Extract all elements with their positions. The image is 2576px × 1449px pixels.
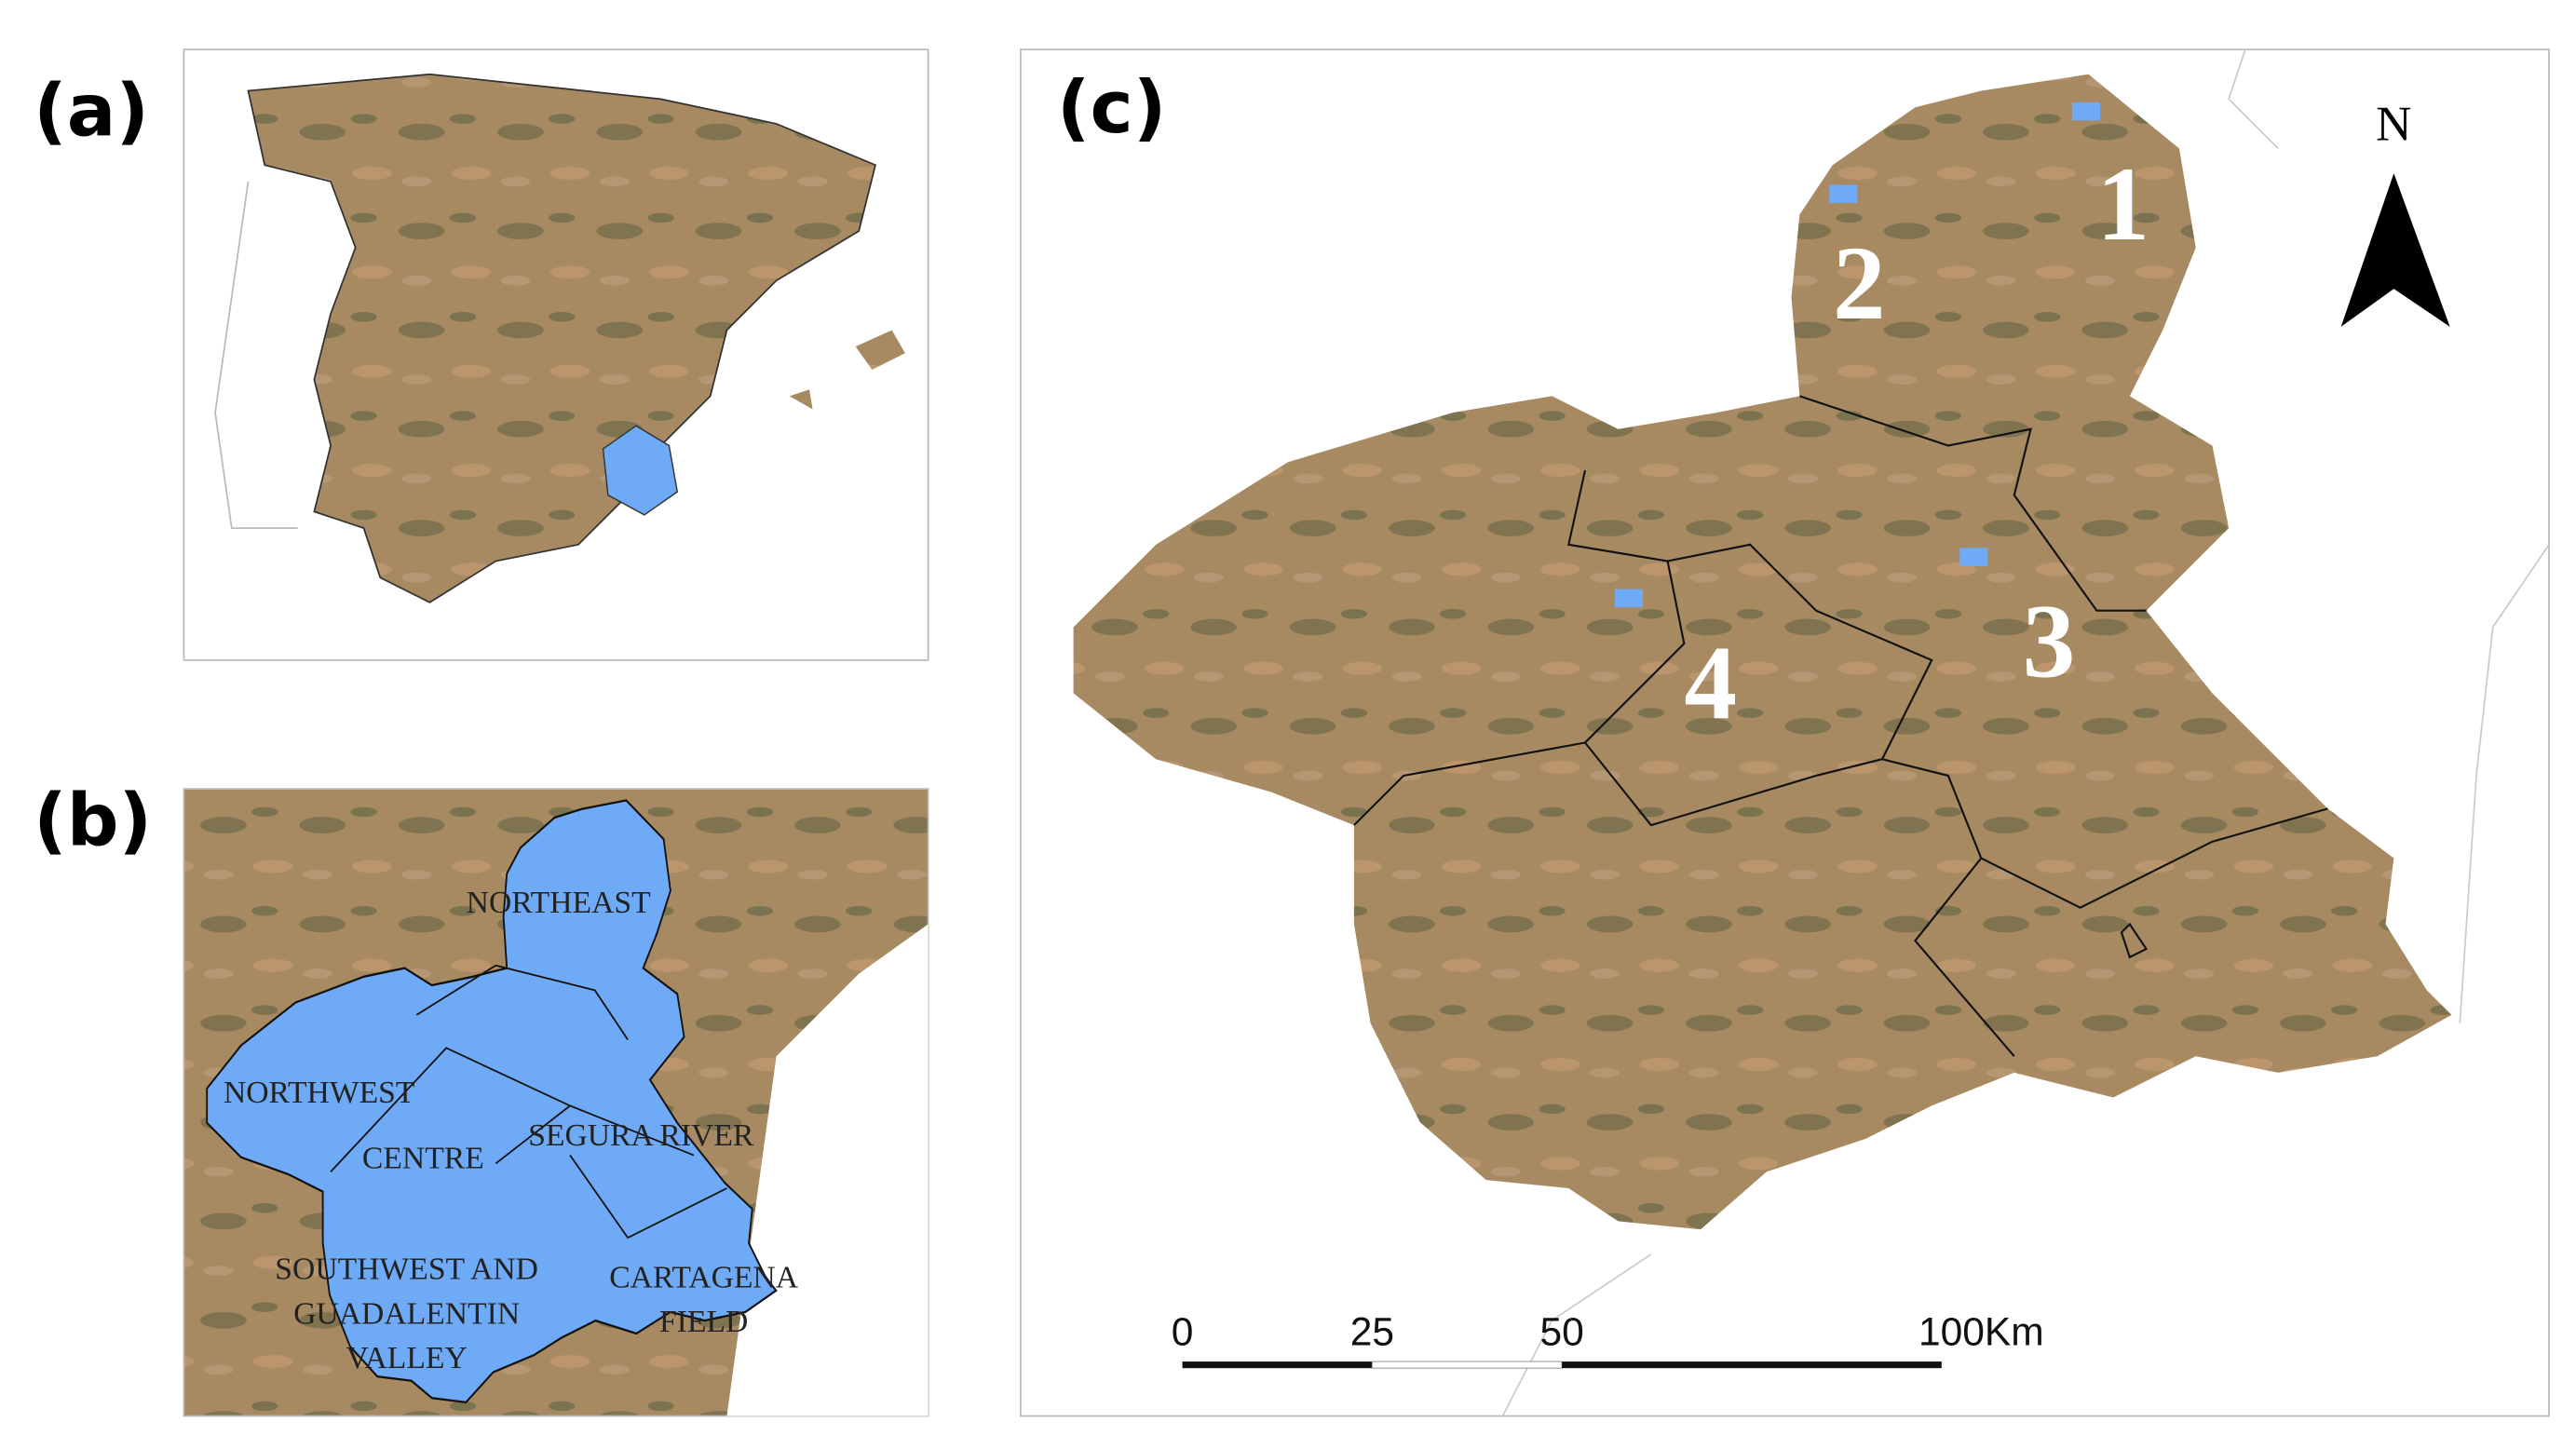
coastline <box>1501 48 2550 1416</box>
site-number: 3 <box>2023 583 2076 700</box>
scale-label: 0 <box>1172 1309 1194 1354</box>
scale-segment <box>1371 1361 1563 1369</box>
region-label: NORTHWEST <box>224 1076 415 1110</box>
murcia-highlight <box>602 425 679 516</box>
panel-label: (a) <box>34 69 149 153</box>
scale-label: 100Km <box>1918 1309 2044 1354</box>
site-marker <box>1829 184 1858 203</box>
site-number: 2 <box>1833 224 1886 342</box>
north-arrow <box>2340 173 2450 327</box>
scale-label: 50 <box>1540 1309 1584 1354</box>
site-number: 1 <box>2096 145 2149 263</box>
region-label: CARTAGENA <box>609 1260 799 1294</box>
region-borders <box>1353 395 2328 1057</box>
region-label: CENTRE <box>362 1142 484 1176</box>
site-marker <box>1614 589 1644 608</box>
site-marker <box>1959 548 1988 566</box>
region-label: VALLEY <box>346 1341 468 1375</box>
region-label: SEGURA RIVER <box>528 1118 754 1153</box>
panel-label: (c) <box>1057 66 1167 150</box>
sea <box>726 924 929 1416</box>
panel-label: (b) <box>34 779 152 862</box>
region-label: NORTHEAST <box>467 886 651 920</box>
spain <box>247 73 876 603</box>
region-borders <box>330 964 727 1239</box>
scale-label: 25 <box>1350 1309 1394 1354</box>
scale-segment <box>1182 1361 1373 1369</box>
north-label: N <box>2376 98 2411 152</box>
portugal-outline <box>214 181 298 529</box>
region-label: FIELD <box>659 1305 748 1339</box>
region-label: SOUTHWEST AND <box>275 1252 538 1286</box>
scale-segment <box>1562 1361 1942 1369</box>
region-label: GUADALENTIN <box>293 1296 520 1331</box>
balearic-islands <box>789 330 905 410</box>
site-marker <box>2071 102 2100 121</box>
site-number: 4 <box>1684 624 1737 741</box>
